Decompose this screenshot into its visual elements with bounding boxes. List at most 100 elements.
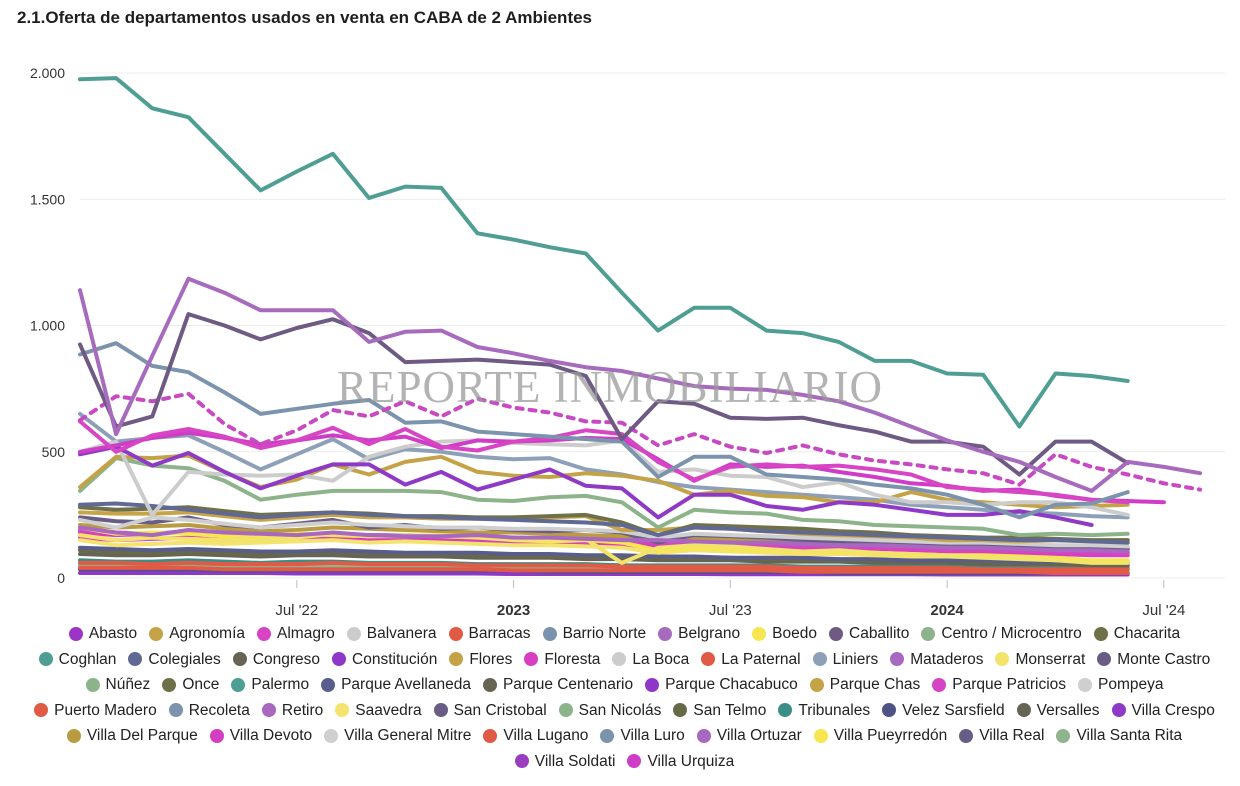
legend-item[interactable]: Constitución xyxy=(332,650,437,670)
series-line-mataderos[interactable] xyxy=(78,525,1130,554)
legend-swatch-icon xyxy=(696,728,711,743)
series-line-recoleta[interactable] xyxy=(78,341,1130,520)
legend-label: Puerto Madero xyxy=(54,701,157,719)
legend-item[interactable]: Villa Real xyxy=(959,726,1044,746)
legend-item[interactable]: Parque Patricios xyxy=(932,675,1066,695)
legend-swatch-icon xyxy=(627,754,642,769)
series-line-n-ez[interactable] xyxy=(78,456,1130,538)
y-tick-label: 2.000 xyxy=(30,65,65,81)
legend-swatch-icon xyxy=(812,652,827,667)
legend-item[interactable]: Barracas xyxy=(448,624,531,644)
chart-legend: Abasto Agronomía Almagro Balvanera Barracas B… xyxy=(22,624,1227,771)
legend-item[interactable]: Monserrat xyxy=(995,650,1085,670)
legend-item[interactable]: Núñez xyxy=(85,675,151,695)
legend-swatch-icon xyxy=(1056,728,1071,743)
legend-item[interactable]: San Nicolás xyxy=(558,701,661,721)
legend-item[interactable]: Retiro xyxy=(261,701,323,721)
legend-item[interactable]: Villa Ortuzar xyxy=(696,726,802,746)
series-line-promedio[interactable] xyxy=(78,391,1202,492)
legend-label: Monserrat xyxy=(1015,650,1086,668)
legend-swatch-icon xyxy=(701,652,716,667)
legend-item[interactable]: Colegiales xyxy=(128,650,221,670)
legend-item[interactable]: Tribunales xyxy=(778,701,870,721)
legend-item[interactable]: Velez Sarsfield xyxy=(882,701,1005,721)
legend-item[interactable]: Boedo xyxy=(752,624,817,644)
series-line-almagro[interactable] xyxy=(78,419,1130,505)
legend-item[interactable]: Saavedra xyxy=(335,701,422,721)
legend-item[interactable]: Palermo xyxy=(231,675,309,695)
legend-item[interactable]: Flores xyxy=(449,650,512,670)
legend-label: Núñez xyxy=(105,676,151,693)
legend-item[interactable]: Villa Crespo xyxy=(1111,701,1215,721)
series-line-villa-lugano[interactable] xyxy=(78,565,1130,575)
legend-item[interactable]: San Cristobal xyxy=(433,701,547,721)
legend-label: Saavedra xyxy=(355,701,422,719)
legend-swatch-icon xyxy=(658,626,673,641)
legend-item[interactable]: Parque Centenario xyxy=(482,675,633,695)
legend-label: Villa Devoto xyxy=(229,727,313,744)
series-line-parque-avellaneda[interactable] xyxy=(78,545,1130,565)
legend-item[interactable]: Belgrano xyxy=(658,624,740,644)
legend-item[interactable]: Pompeya xyxy=(1078,675,1164,695)
legend-item[interactable]: Caballito xyxy=(829,624,909,644)
legend-item[interactable]: Villa Santa Rita xyxy=(1056,726,1182,746)
legend-item[interactable]: Parque Chas xyxy=(809,675,920,695)
legend-swatch-icon xyxy=(68,626,83,641)
legend-label: Versalles xyxy=(1036,701,1100,719)
legend-item[interactable]: Liniers xyxy=(812,650,878,670)
legend-label: Boedo xyxy=(772,625,817,642)
legend-item[interactable]: Mataderos xyxy=(890,650,983,670)
legend-item[interactable]: Abasto xyxy=(68,624,137,644)
legend-item[interactable]: La Paternal xyxy=(701,650,801,670)
legend-label: Floresta xyxy=(544,650,601,668)
legend-item[interactable]: Parque Chacabuco xyxy=(645,675,798,695)
legend-item[interactable]: Coghlan xyxy=(38,650,116,670)
legend-item[interactable]: Chacarita xyxy=(1093,624,1180,644)
series-line-balvanera[interactable] xyxy=(78,438,1130,517)
legend-item[interactable]: Floresta xyxy=(524,650,600,670)
legend-item[interactable]: Versalles xyxy=(1016,701,1100,721)
legend-item[interactable]: Monte Castro xyxy=(1097,650,1210,670)
series-line-villa-general-mitre[interactable] xyxy=(78,515,1130,549)
legend-item[interactable]: Once xyxy=(162,675,219,695)
legend-item[interactable]: Congreso xyxy=(232,650,320,670)
legend-label: Villa General Mitre xyxy=(344,727,472,744)
legend-label: Tribunales xyxy=(798,701,871,719)
legend-item[interactable]: Villa Soldati xyxy=(514,752,615,772)
legend-item[interactable]: Villa Pueyrredón xyxy=(813,726,947,746)
legend-item[interactable]: Puerto Madero xyxy=(34,701,157,721)
x-tick-label: Jul '22 xyxy=(275,602,318,619)
legend-item[interactable]: Villa Del Parque xyxy=(66,726,198,746)
legend-swatch-icon xyxy=(813,728,828,743)
legend-swatch-icon xyxy=(482,677,497,692)
legend-label: San Cristobal xyxy=(453,701,547,719)
legend-item[interactable]: Villa Devoto xyxy=(209,726,313,746)
series-line-colegiales[interactable] xyxy=(78,501,1130,545)
legend-item[interactable]: Villa Urquiza xyxy=(627,752,734,772)
legend-swatch-icon xyxy=(433,703,448,718)
legend-item[interactable]: Balvanera xyxy=(346,624,437,644)
legend-swatch-icon xyxy=(34,703,49,718)
legend-item[interactable]: Villa Lugano xyxy=(483,726,588,746)
legend-item[interactable]: Centro / Microcentro xyxy=(921,624,1082,644)
series-line-belgrano[interactable] xyxy=(78,276,1202,493)
legend-swatch-icon xyxy=(600,728,615,743)
legend-label: Palermo xyxy=(251,676,310,693)
series-line-villa-crespo[interactable] xyxy=(78,444,1094,527)
legend-swatch-icon xyxy=(1111,703,1126,718)
series-line-barracas[interactable] xyxy=(78,560,1130,572)
legend-item[interactable]: Parque Avellaneda xyxy=(321,675,471,695)
legend-item[interactable]: Villa Luro xyxy=(600,726,685,746)
legend-item[interactable]: Almagro xyxy=(257,624,335,644)
legend-item[interactable]: San Telmo xyxy=(673,701,766,721)
legend-item[interactable]: Barrio Norte xyxy=(542,624,646,644)
legend-item[interactable]: Recoleta xyxy=(168,701,250,721)
legend-item[interactable]: Villa General Mitre xyxy=(324,726,471,746)
series-line-palermo[interactable] xyxy=(78,76,1130,429)
watermark-text: REPORTE INMOBILIARIO xyxy=(337,362,884,412)
series-line-monserrat[interactable] xyxy=(78,531,1130,565)
y-tick-label: 0 xyxy=(57,570,65,586)
series-line-liniers[interactable] xyxy=(78,411,1130,520)
legend-item[interactable]: La Boca xyxy=(612,650,689,670)
legend-item[interactable]: Agronomía xyxy=(149,624,245,644)
